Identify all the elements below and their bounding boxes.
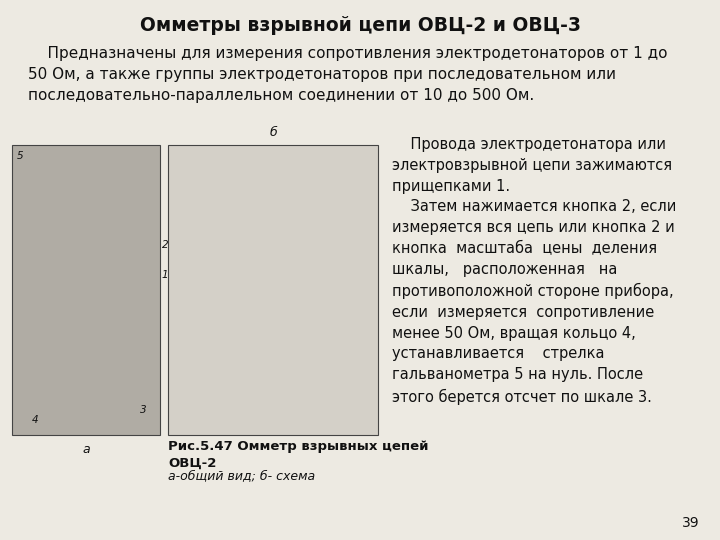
- Text: 39: 39: [683, 516, 700, 530]
- Text: б: б: [269, 126, 277, 139]
- Bar: [12, 145, 160, 435]
- Bar: [168, 145, 378, 435]
- Text: Провода электродетонатора или
электровзрывной цепи зажимаются
прищепками 1.
    : Провода электродетонатора или электровзр…: [392, 137, 676, 404]
- Text: 1: 1: [162, 270, 168, 280]
- Text: 2: 2: [162, 240, 168, 250]
- Text: а-общий вид; б- схема: а-общий вид; б- схема: [168, 469, 315, 482]
- Text: 5: 5: [17, 151, 24, 161]
- Text: 3: 3: [140, 405, 147, 415]
- Text: Омметры взрывной цепи ОВЦ-2 и ОВЦ-3: Омметры взрывной цепи ОВЦ-2 и ОВЦ-3: [140, 16, 580, 35]
- Text: 4: 4: [32, 415, 39, 425]
- Text: а: а: [82, 443, 90, 456]
- Text: Рис.5.47 Омметр взрывных цепей
ОВЦ-2: Рис.5.47 Омметр взрывных цепей ОВЦ-2: [168, 440, 428, 470]
- Text: Предназначены для измерения сопротивления электродетонаторов от 1 до
50 Ом, а та: Предназначены для измерения сопротивлени…: [28, 46, 667, 103]
